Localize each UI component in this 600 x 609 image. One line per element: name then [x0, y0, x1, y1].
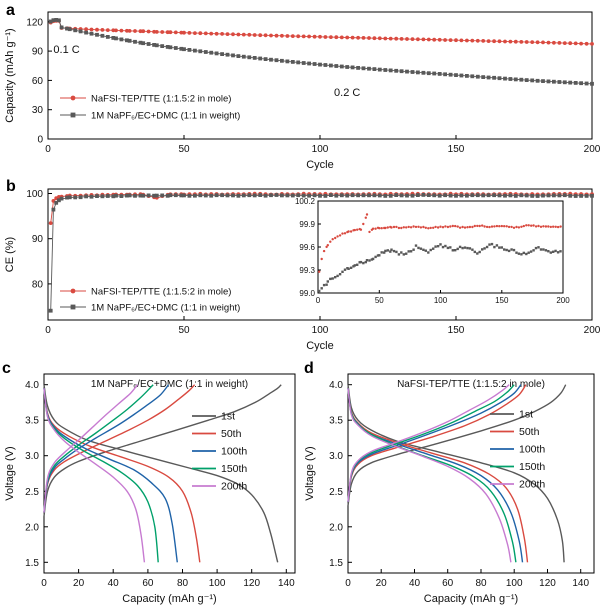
- svg-text:100.2: 100.2: [295, 197, 316, 206]
- svg-text:NaFSI-TEP/TTE (1:1.5:2 in mole: NaFSI-TEP/TTE (1:1.5:2 in mole): [91, 94, 231, 105]
- svg-text:0: 0: [45, 144, 51, 155]
- svg-text:200: 200: [556, 296, 570, 305]
- panel-d-voltage-profile-nafsi-chart: 0 20 40 60 80 100 120 140 1.5 2.0 2.5 3.0 3.5 4.0 Capa…: [300, 360, 600, 609]
- svg-text:2.0: 2.0: [25, 522, 39, 533]
- svg-text:90: 90: [32, 234, 44, 245]
- svg-text:100: 100: [312, 144, 329, 155]
- svg-text:60: 60: [142, 578, 154, 589]
- svg-text:50th: 50th: [519, 426, 540, 438]
- svg-text:0: 0: [316, 296, 321, 305]
- svg-text:150th: 150th: [221, 463, 247, 475]
- svg-text:100: 100: [209, 578, 226, 589]
- svg-text:2.5: 2.5: [25, 487, 39, 498]
- svg-text:60: 60: [32, 76, 44, 87]
- svg-text:150: 150: [448, 144, 465, 155]
- svg-text:1.5: 1.5: [25, 558, 39, 569]
- panel-label-c: c: [2, 360, 11, 377]
- voltage-profile-napf6-plot: 0 20 40 60 80 100 120 140 1.5 2.0 2.5 3.0 3.5 4.0 Capa…: [4, 373, 296, 605]
- svg-text:200th: 200th: [519, 479, 545, 491]
- svg-text:20: 20: [376, 578, 388, 589]
- svg-text:3.0: 3.0: [25, 451, 39, 462]
- svg-text:1M NaPF₆/EC+DMC (1:1 in weight: 1M NaPF₆/EC+DMC (1:1 in weight): [91, 111, 240, 122]
- svg-text:Voltage (V): Voltage (V): [4, 446, 16, 500]
- voltage-profile-nafsi-plot: 0 20 40 60 80 100 120 140 1.5 2.0 2.5 3.0 3.5 4.0 Capa…: [304, 373, 595, 605]
- svg-text:200: 200: [584, 325, 600, 336]
- panel-b-coulombic-efficiency-chart: 0 50 100 150 200 80 90 100 Cycle CE (%) NaFSI-TEP/…: [0, 175, 600, 360]
- svg-text:50th: 50th: [221, 428, 242, 440]
- svg-text:30: 30: [32, 105, 44, 116]
- svg-text:150th: 150th: [519, 461, 545, 473]
- svg-text:0: 0: [37, 135, 43, 146]
- svg-text:140: 140: [278, 578, 295, 589]
- svg-text:4.0: 4.0: [329, 380, 343, 391]
- panel-a-capacity-cycle-chart: 0 50 100 150 200 0 30 60 90 120 Cycle Capacity (mAh…: [0, 0, 600, 175]
- svg-text:99.3: 99.3: [299, 266, 315, 275]
- svg-text:100: 100: [26, 189, 43, 200]
- svg-text:0.1 C: 0.1 C: [53, 44, 79, 56]
- svg-text:0: 0: [41, 578, 47, 589]
- svg-text:120: 120: [539, 578, 556, 589]
- svg-text:1M NaPF₆/EC+DMC (1:1 in weight: 1M NaPF₆/EC+DMC (1:1 in weight): [91, 379, 248, 390]
- svg-text:40: 40: [409, 578, 421, 589]
- svg-text:100: 100: [434, 296, 448, 305]
- svg-text:20: 20: [73, 578, 85, 589]
- svg-text:3.5: 3.5: [25, 416, 39, 427]
- svg-text:99.9: 99.9: [299, 220, 315, 229]
- svg-text:0: 0: [345, 578, 351, 589]
- svg-text:1st: 1st: [221, 411, 235, 423]
- svg-text:3.5: 3.5: [329, 416, 343, 427]
- svg-text:50: 50: [375, 296, 384, 305]
- svg-text:2.5: 2.5: [329, 487, 343, 498]
- svg-text:2.0: 2.0: [329, 522, 343, 533]
- svg-text:150: 150: [495, 296, 509, 305]
- svg-text:CE (%): CE (%): [4, 237, 16, 272]
- panel-label-b: b: [6, 178, 16, 195]
- svg-text:3.0: 3.0: [329, 451, 343, 462]
- svg-text:100: 100: [312, 325, 329, 336]
- panel-c-voltage-profile-napf6-chart: 0 20 40 60 80 100 120 140 1.5 2.0 2.5 3.0 3.5 4.0 Capa…: [0, 360, 300, 609]
- svg-text:50: 50: [178, 144, 190, 155]
- panel-label-a: a: [6, 2, 15, 19]
- svg-text:200: 200: [584, 144, 600, 155]
- svg-text:99.0: 99.0: [299, 289, 315, 298]
- svg-text:100th: 100th: [519, 444, 545, 456]
- svg-text:150: 150: [448, 325, 465, 336]
- svg-text:40: 40: [108, 578, 120, 589]
- svg-text:99.6: 99.6: [299, 243, 315, 252]
- svg-text:100: 100: [506, 578, 523, 589]
- svg-text:Capacity (mAh g⁻¹): Capacity (mAh g⁻¹): [122, 593, 216, 605]
- svg-text:4.0: 4.0: [25, 380, 39, 391]
- svg-text:200th: 200th: [221, 481, 247, 493]
- panel-label-d: d: [304, 360, 314, 377]
- svg-text:120: 120: [26, 17, 43, 28]
- svg-text:80: 80: [475, 578, 487, 589]
- svg-text:Capacity (mAh g⁻¹): Capacity (mAh g⁻¹): [4, 28, 16, 122]
- coulombic-efficiency-plot: 0 50 100 150 200 80 90 100 Cycle CE (%) NaFSI-TEP/…: [4, 188, 600, 352]
- svg-text:90: 90: [32, 47, 44, 58]
- svg-text:Voltage (V): Voltage (V): [304, 446, 316, 500]
- svg-text:0: 0: [45, 325, 51, 336]
- svg-text:1st: 1st: [519, 409, 533, 421]
- svg-text:50: 50: [178, 325, 190, 336]
- svg-text:1M NaPF₆/EC+DMC (1:1 in weight: 1M NaPF₆/EC+DMC (1:1 in weight): [91, 303, 240, 314]
- svg-text:NaFSI-TEP/TTE (1:1.5:2 in mole: NaFSI-TEP/TTE (1:1.5:2 in mole): [397, 379, 545, 390]
- svg-text:Cycle: Cycle: [306, 340, 334, 352]
- svg-text:100th: 100th: [221, 446, 247, 458]
- svg-text:80: 80: [177, 578, 189, 589]
- svg-text:60: 60: [442, 578, 454, 589]
- svg-text:0.2 C: 0.2 C: [334, 87, 360, 99]
- svg-text:Cycle: Cycle: [306, 159, 334, 171]
- svg-text:120: 120: [243, 578, 260, 589]
- svg-text:NaFSI-TEP/TTE (1:1.5:2 in mole: NaFSI-TEP/TTE (1:1.5:2 in mole): [91, 287, 231, 298]
- svg-text:1.5: 1.5: [329, 558, 343, 569]
- capacity-cycle-plot: 0 50 100 150 200 0 30 60 90 120 Cycle Capacity (mAh…: [4, 11, 600, 171]
- svg-text:Capacity (mAh g⁻¹): Capacity (mAh g⁻¹): [424, 593, 518, 605]
- svg-text:80: 80: [32, 279, 44, 290]
- svg-text:140: 140: [572, 578, 589, 589]
